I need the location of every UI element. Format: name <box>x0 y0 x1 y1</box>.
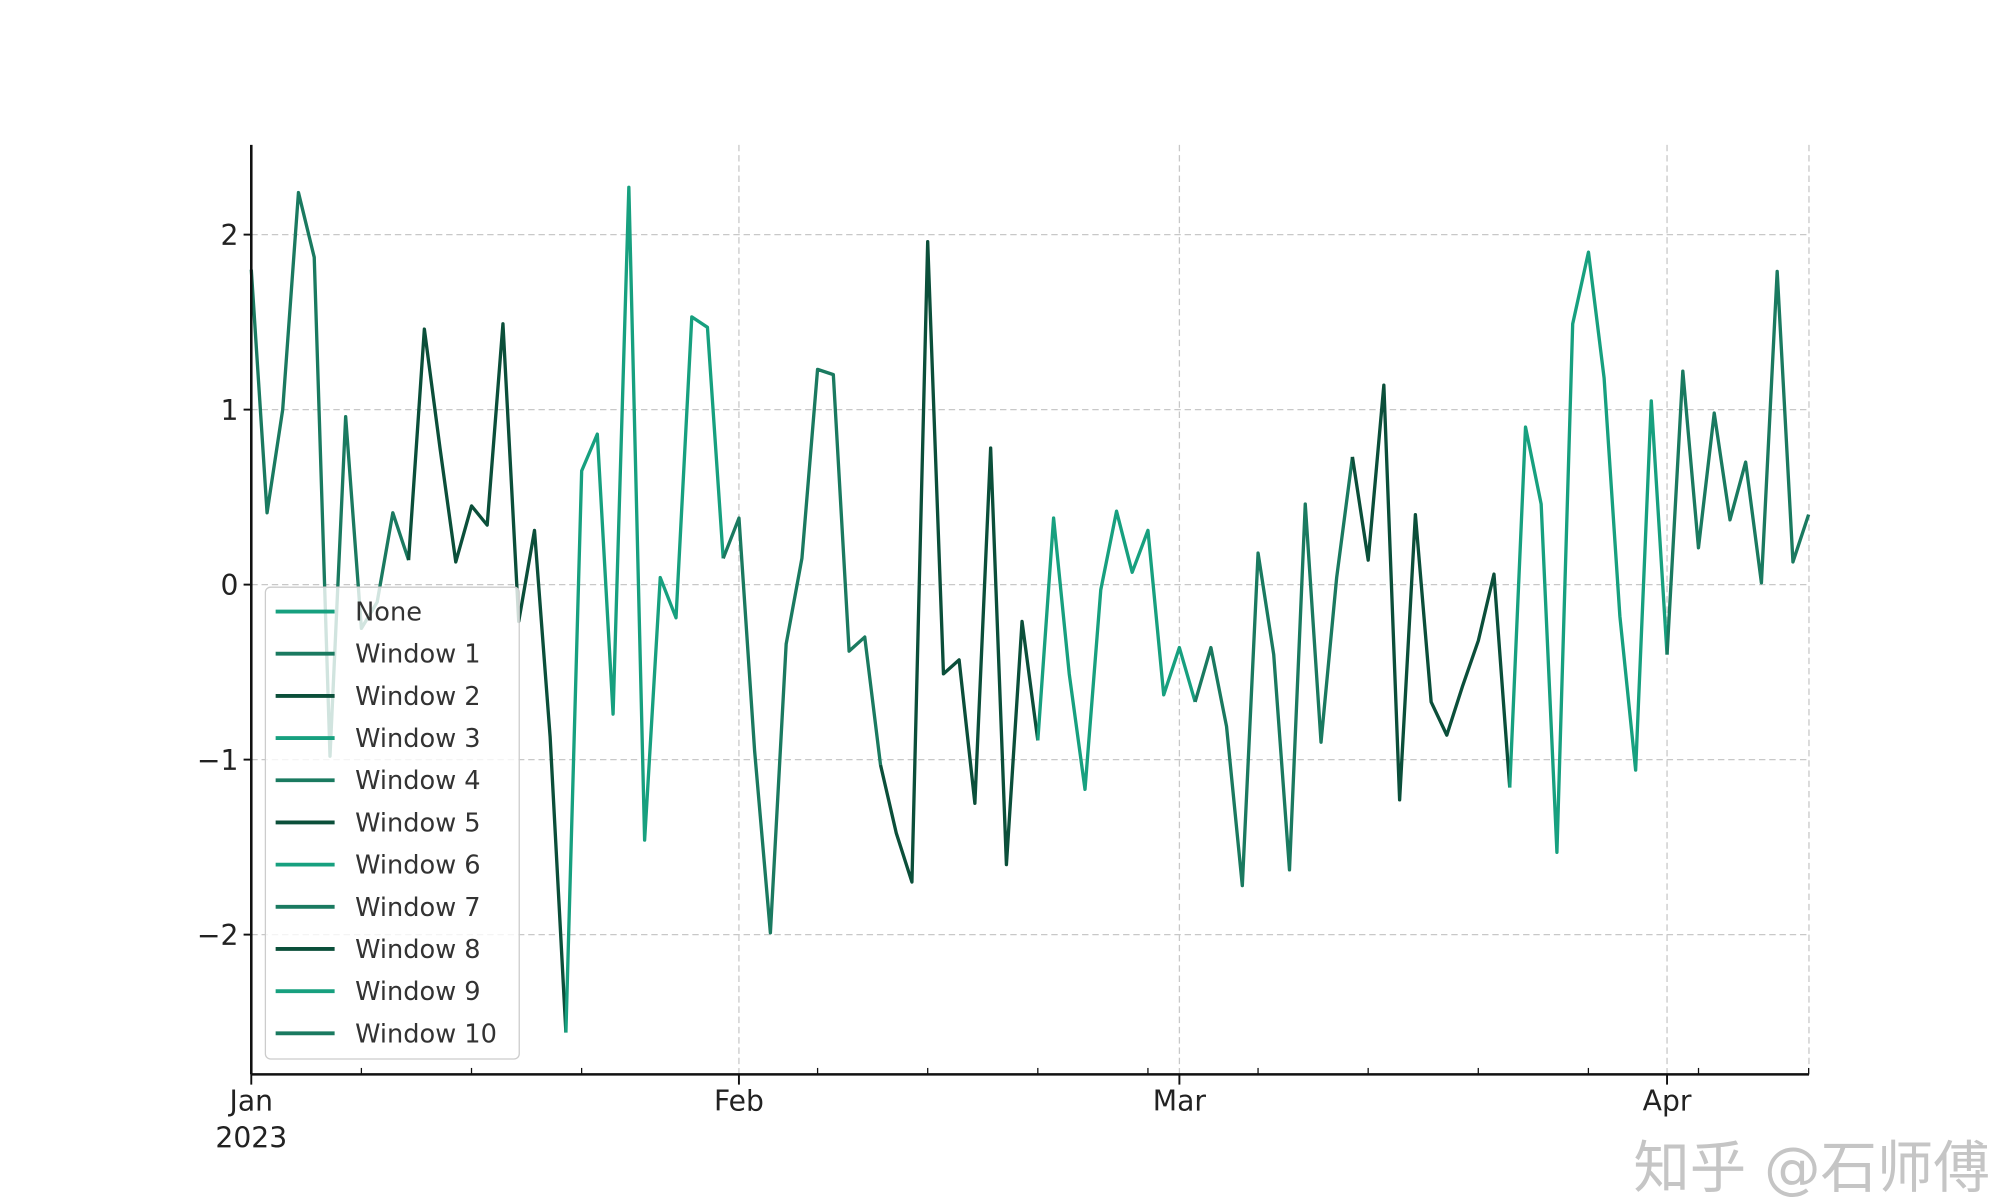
axes <box>250 144 1809 1076</box>
series-lines <box>249 185 1811 1033</box>
legend-box <box>264 586 520 1060</box>
legend-label: Window 2 <box>355 682 481 712</box>
legend-label: Window 5 <box>355 808 481 838</box>
series-line-window-6 <box>1036 509 1197 792</box>
watermark: 知乎 @石师傅 <box>1633 1136 1989 1200</box>
y-tick-label: 0 <box>221 569 239 602</box>
y-tick-label: 1 <box>221 394 239 427</box>
x-tick-label: Feb <box>714 1084 764 1117</box>
legend-label: Window 8 <box>355 935 481 965</box>
legend-label: Window 10 <box>355 1019 497 1049</box>
series-line-window-4 <box>721 367 883 935</box>
ticks: 2 1 0 −1 −2 Jan 2023 Feb Mar Apr <box>197 219 1810 1154</box>
series-line-window-3 <box>564 185 725 1033</box>
series-line-window-10 <box>1665 269 1811 655</box>
x-tick-label: Mar <box>1153 1084 1207 1117</box>
x-tick-label: Apr <box>1643 1084 1692 1117</box>
legend-label: Window 7 <box>355 893 481 923</box>
legend-label: Window 4 <box>355 766 481 796</box>
legend-label: Window 1 <box>355 640 481 670</box>
x-tick-sublabel: 2023 <box>215 1121 287 1154</box>
legend-label: Window 3 <box>355 724 481 754</box>
y-tick-label: −1 <box>197 744 239 777</box>
series-line-window-2 <box>406 322 568 1033</box>
series-line-window-5 <box>878 240 1040 884</box>
legend-label: Window 9 <box>355 977 481 1007</box>
legend-label: Window 6 <box>355 851 481 881</box>
series-line-window-7 <box>1193 456 1355 888</box>
y-tick-label: −2 <box>197 919 239 952</box>
legend: None Window 1 Window 2 Window 3 Window 4 Wind… <box>264 586 520 1060</box>
y-tick-label: 2 <box>221 219 239 252</box>
series-line-window-9 <box>1508 250 1669 854</box>
x-tick-label: Jan <box>228 1084 273 1117</box>
series-line-window-8 <box>1350 383 1512 802</box>
legend-label: None <box>355 598 422 628</box>
